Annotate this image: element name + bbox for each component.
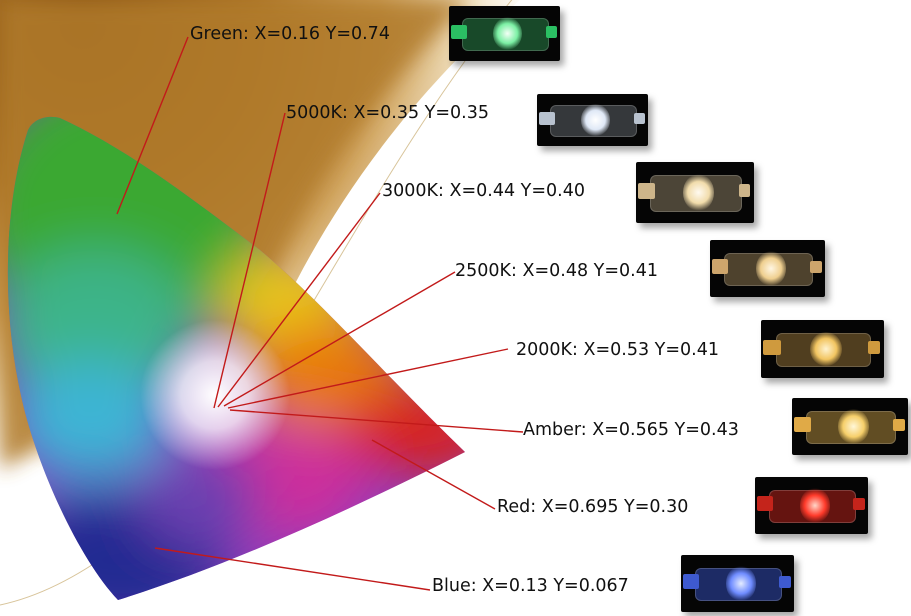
leader-line-blue xyxy=(154,547,431,591)
leader-line-green xyxy=(116,36,189,215)
led-photo-2000k xyxy=(761,320,884,378)
label-blue: Blue: X=0.13 Y=0.067 xyxy=(432,576,629,596)
label-amber: Amber: X=0.565 Y=0.43 xyxy=(523,420,739,440)
label-3000k: 3000K: X=0.44 Y=0.40 xyxy=(382,181,585,201)
leader-line-2500k xyxy=(223,271,456,407)
leader-line-5000k xyxy=(213,112,286,409)
label-2500k: 2500K: X=0.48 Y=0.41 xyxy=(455,261,658,281)
leader-line-2000k xyxy=(227,348,509,409)
label-green: Green: X=0.16 Y=0.74 xyxy=(190,24,390,44)
led-photo-amber xyxy=(792,398,908,455)
leader-line-red xyxy=(371,439,496,510)
led-photo-blue xyxy=(681,555,794,612)
led-photo-red xyxy=(755,477,868,534)
led-photo-5000k xyxy=(537,94,648,146)
leader-line-3000k xyxy=(217,192,381,408)
label-red: Red: X=0.695 Y=0.30 xyxy=(497,497,689,517)
led-photo-green xyxy=(449,6,560,61)
led-photo-3000k xyxy=(636,162,754,223)
label-2000k: 2000K: X=0.53 Y=0.41 xyxy=(516,340,719,360)
led-photo-2500k xyxy=(710,240,825,297)
leader-line-amber xyxy=(229,409,524,433)
label-5000k: 5000K: X=0.35 Y=0.35 xyxy=(286,103,489,123)
